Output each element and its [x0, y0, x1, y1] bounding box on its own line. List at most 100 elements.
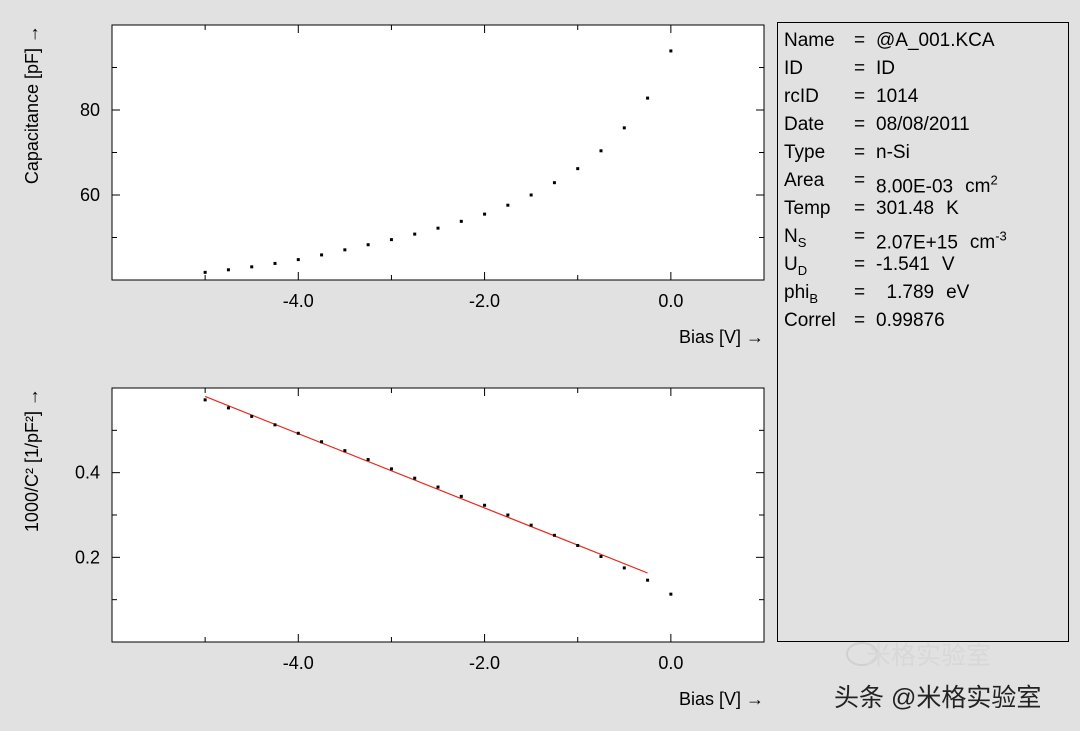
data-point [320, 253, 324, 257]
info-equals: = [854, 254, 866, 275]
x-axis-arrow-icon: → [741, 327, 764, 347]
x-axis-arrow-icon: → [741, 689, 764, 709]
info-equals: = [854, 170, 866, 191]
data-point [529, 523, 533, 527]
data-point [250, 265, 254, 269]
info-panel: Name = @A_001.KCA ID = ID rcID = 1014 Date = 08/08/… [777, 22, 1069, 642]
data-point [599, 554, 603, 558]
info-equals: = [854, 142, 866, 163]
info-equals: = [854, 282, 866, 303]
data-point [273, 423, 277, 427]
info-value: -1.541 V [876, 254, 955, 275]
data-point [669, 49, 673, 53]
data-point [669, 592, 673, 596]
data-point [599, 149, 603, 153]
data-point [226, 268, 230, 272]
x-axis-label: Bias [V] → [679, 689, 764, 709]
data-point [646, 96, 650, 100]
data-point [506, 513, 510, 517]
info-unit: K [946, 198, 959, 219]
data-point [343, 248, 347, 252]
data-point [389, 238, 393, 242]
x-tick-label: 0.0 [658, 653, 683, 673]
info-value: 301.48 K [876, 198, 959, 219]
data-point [296, 431, 300, 435]
info-key: Area [784, 170, 825, 191]
x-axis-label: Bias [V] → [679, 327, 764, 347]
data-point [203, 270, 207, 274]
info-value: ID [876, 58, 895, 79]
info-value: 1.789 eV [876, 282, 970, 303]
info-value: 1014 [876, 86, 919, 107]
info-row: Correl = 0.99876 [784, 307, 1068, 335]
info-row: NS = 2.07E+15 cm-3 [784, 223, 1068, 253]
info-row: Name = @A_001.KCA [784, 27, 1068, 55]
plot-area [111, 24, 765, 281]
info-row: rcID = 1014 [784, 83, 1068, 111]
fit-line [204, 395, 648, 574]
data-point [483, 212, 487, 216]
info-value: 2.07E+15 cm-3 [876, 229, 1007, 254]
info-row: ID = ID [784, 55, 1068, 83]
y-axis-label: Capacitance [pF] → [22, 25, 42, 184]
data-point [436, 485, 440, 489]
x-tick-label: -4.0 [283, 291, 314, 311]
info-key: ID [784, 58, 803, 79]
watermark-faint: 米格实验室 [866, 642, 992, 670]
info-unit: eV [946, 282, 970, 303]
data-point [459, 219, 463, 223]
info-row: Date = 08/08/2011 [784, 111, 1068, 139]
capacitance-plot: -4.0 -2.0 0.0 60 80 Bias [V] → Capacitance [pF… [22, 24, 765, 347]
info-key: phiB [784, 282, 819, 306]
data-point [413, 232, 417, 236]
info-unit: cm-3 [969, 229, 1007, 254]
info-key: rcID [784, 86, 819, 107]
info-key: Date [784, 114, 825, 135]
data-point [622, 126, 626, 130]
info-equals: = [854, 226, 866, 247]
info-key: UD [784, 254, 808, 278]
y-axis-label: 1000/C² [1/pF²] → [22, 388, 42, 532]
info-value: 0.99876 [876, 310, 945, 331]
info-value: 8.00E-03 cm2 [876, 173, 998, 198]
data-point [203, 398, 207, 402]
y-tick-label: 80 [80, 100, 100, 120]
plot-area [111, 387, 765, 643]
info-value: @A_001.KCA [876, 30, 995, 51]
info-row: phiB = 1.789 eV [784, 279, 1068, 307]
data-point [413, 476, 417, 480]
info-unit: V [941, 254, 955, 275]
info-unit: cm2 [965, 173, 998, 198]
info-value: n-Si [876, 142, 910, 163]
data-point [296, 258, 300, 262]
data-point [343, 449, 347, 453]
inverse-square-capacitance-plot: -4.0 -2.0 0.0 0.2 0.4 Bias [V] → 1000/C² [1/pF… [22, 387, 765, 709]
data-point [622, 566, 626, 570]
y-tick-label: 60 [80, 185, 100, 205]
data-point [552, 181, 556, 185]
watermark: 头条 @米格实验室 [834, 684, 1042, 712]
info-equals: = [854, 114, 866, 135]
data-point [459, 494, 463, 498]
x-tick-label: -4.0 [283, 653, 314, 673]
data-point [389, 467, 393, 471]
info-row: UD = -1.541 V [784, 251, 1068, 279]
info-equals: = [854, 58, 866, 79]
data-point [646, 578, 650, 582]
y-axis-arrow-icon: → [22, 25, 42, 48]
data-point [552, 533, 556, 537]
info-value: 08/08/2011 [876, 114, 970, 135]
data-point [366, 458, 370, 462]
info-key: Name [784, 30, 835, 51]
y-tick-label: 0.2 [75, 547, 100, 567]
info-row: Area = 8.00E-03 cm2 [784, 167, 1068, 197]
data-point [436, 226, 440, 230]
info-key: Temp [784, 198, 831, 219]
info-equals: = [854, 310, 866, 331]
data-point [273, 261, 277, 265]
data-point [529, 193, 533, 197]
info-key: NS [784, 226, 807, 250]
data-point [320, 440, 324, 444]
data-point [226, 406, 230, 410]
data-point [250, 414, 254, 418]
